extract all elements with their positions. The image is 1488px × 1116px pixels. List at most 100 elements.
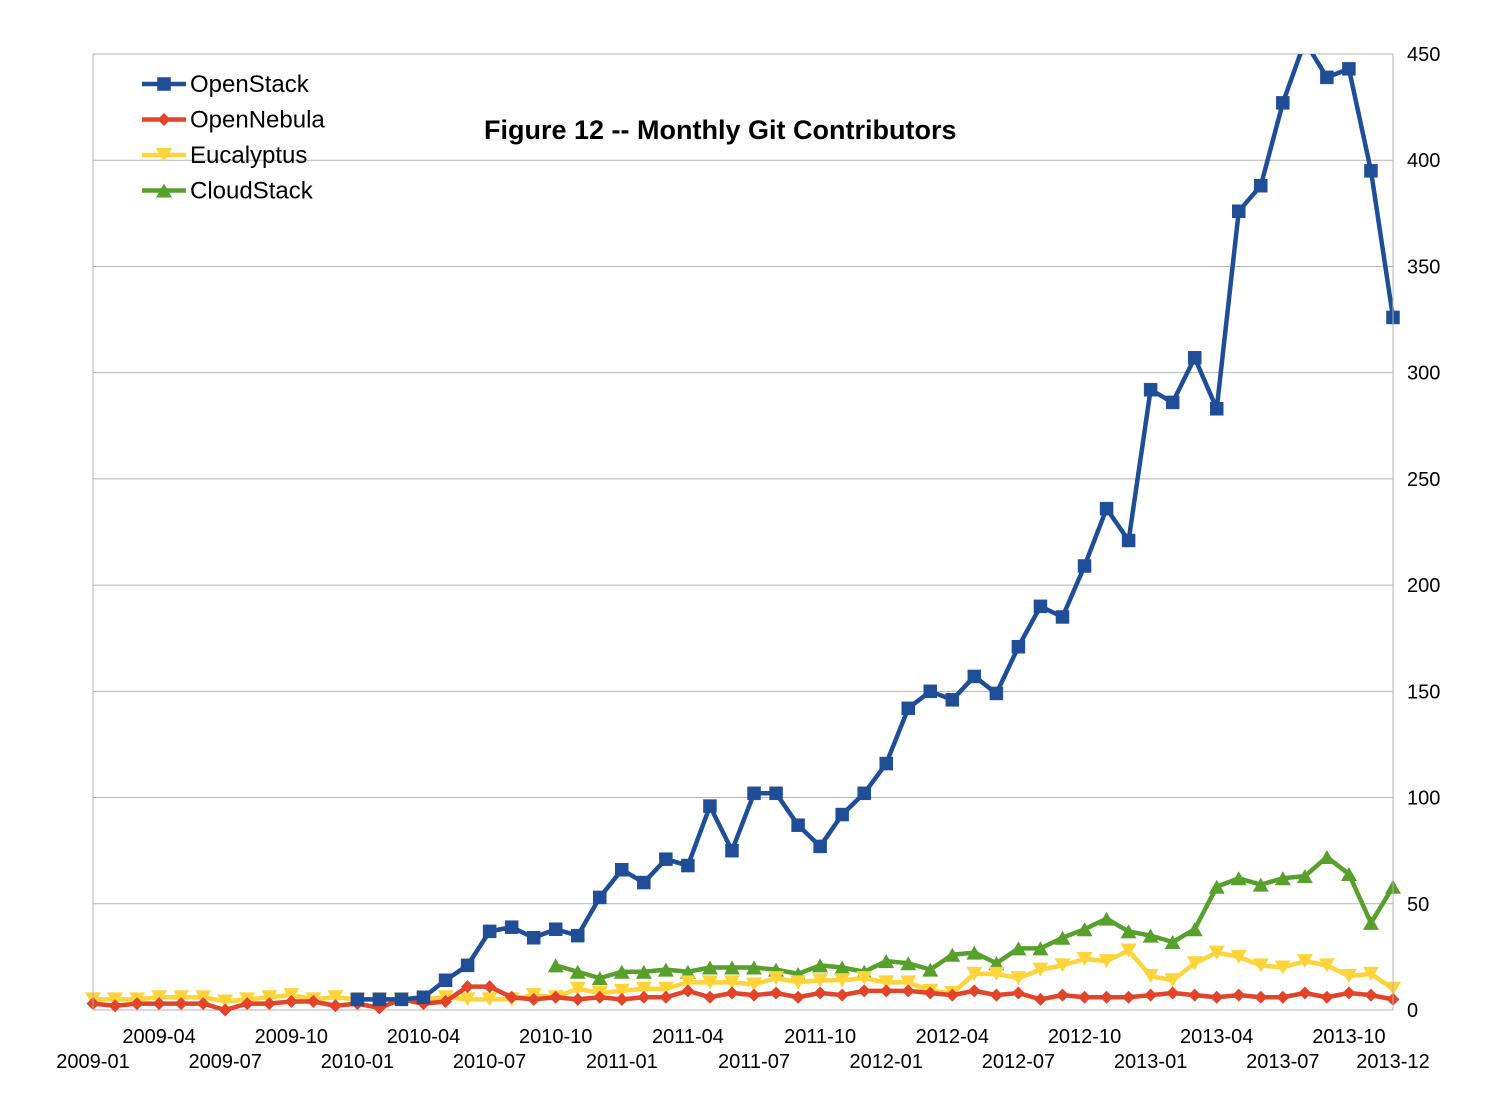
point-openstack-2011-02: [637, 876, 650, 889]
point-openstack-2013-07: [1276, 96, 1289, 109]
point-openstack-2012-01: [880, 757, 893, 770]
point-openstack-2013-05: [1232, 205, 1245, 218]
point-openstack-2010-12: [593, 891, 606, 904]
point-openstack-2012-09: [1056, 610, 1069, 623]
point-openstack-2013-04: [1210, 402, 1223, 415]
point-openstack-2012-05: [968, 670, 981, 683]
point-opennebula-2011-11: [836, 989, 849, 1002]
legend: OpenStack OpenNebula Eucalyptus CloudStack: [142, 71, 325, 205]
x-tick-label-2010-04: 2010-04: [387, 1026, 460, 1048]
point-opennebula-2011-04: [681, 984, 694, 997]
point-opennebula-2012-06: [990, 989, 1003, 1002]
point-opennebula-2011-10: [814, 987, 827, 1000]
point-opennebula-2013-10: [1342, 987, 1355, 1000]
series-openstack: [351, 35, 1400, 1006]
x-tick-label-2012-01: 2012-01: [850, 1051, 923, 1073]
point-opennebula-2011-08: [770, 987, 783, 1000]
point-openstack-2011-04: [681, 859, 694, 872]
point-opennebula-2010-11: [571, 993, 584, 1006]
point-openstack-2011-12: [858, 787, 871, 800]
point-opennebula-2012-08: [1034, 993, 1047, 1006]
point-openstack-2012-03: [924, 685, 937, 698]
point-opennebula-2013-06: [1254, 991, 1267, 1004]
point-opennebula-2013-08: [1298, 987, 1311, 1000]
series-line-openstack: [357, 41, 1393, 999]
point-opennebula-2012-07: [1012, 987, 1025, 1000]
point-openstack-2011-09: [792, 819, 805, 832]
point-cloudstack-2013-03: [1187, 922, 1203, 936]
point-openstack-2012-07: [1012, 640, 1025, 653]
point-opennebula-2013-04: [1210, 991, 1223, 1004]
x-tick-label-2011-10: 2011-10: [784, 1026, 856, 1048]
point-opennebula-2013-02: [1166, 987, 1179, 1000]
x-tick-label-2009-10: 2009-10: [255, 1026, 328, 1048]
x-tick-label-2012-07: 2012-07: [982, 1051, 1055, 1073]
legend-label-cloudstack: CloudStack: [190, 178, 314, 205]
point-opennebula-2012-12: [1122, 991, 1135, 1004]
y-tick-label-250: 250: [1407, 469, 1440, 491]
point-openstack-2012-11: [1100, 502, 1113, 515]
point-openstack-2011-06: [725, 844, 738, 857]
point-openstack-2011-10: [814, 840, 827, 853]
point-openstack-2010-05: [439, 974, 452, 987]
point-openstack-2011-05: [703, 800, 716, 813]
legend-item-openstack: OpenStack: [142, 71, 310, 98]
point-openstack-2010-10: [549, 923, 562, 936]
x-tick-label-2013-10: 2013-10: [1312, 1026, 1385, 1048]
x-tick-label-2013-04: 2013-04: [1180, 1026, 1253, 1048]
point-openstack-2010-01: [351, 993, 364, 1006]
x-tick-label-2013-12: 2013-12: [1356, 1051, 1429, 1073]
point-openstack-2013-09: [1320, 71, 1333, 84]
point-opennebula-2011-03: [659, 991, 672, 1004]
y-tick-label-50: 50: [1407, 894, 1429, 916]
point-openstack-2012-02: [902, 702, 915, 715]
point-opennebula-2009-07: [219, 1004, 232, 1017]
point-openstack-2010-09: [527, 931, 540, 944]
series-eucalyptus: [85, 944, 1401, 1009]
y-tick-label-400: 400: [1407, 150, 1440, 172]
point-opennebula-2011-09: [792, 991, 805, 1004]
point-openstack-2013-03: [1188, 351, 1201, 364]
point-openstack-2010-02: [373, 993, 386, 1006]
x-tick-label-2011-07: 2011-07: [718, 1051, 790, 1073]
x-tick-label-2013-01: 2013-01: [1114, 1051, 1187, 1073]
point-openstack-2010-06: [461, 959, 474, 972]
point-cloudstack-2013-09: [1319, 850, 1335, 864]
x-tick-label-2012-10: 2012-10: [1048, 1026, 1121, 1048]
y-tick-label-450: 450: [1407, 44, 1440, 66]
line-chart: 0501001502002503003504004502009-04 2009-1…: [0, 0, 1488, 1116]
point-openstack-2010-08: [505, 921, 518, 934]
point-openstack-2010-07: [483, 925, 496, 938]
x-tick-label-2012-04: 2012-04: [916, 1026, 989, 1048]
y-tick-label-350: 350: [1407, 256, 1440, 278]
point-opennebula-2011-05: [703, 991, 716, 1004]
point-opennebula-2012-11: [1100, 991, 1113, 1004]
point-opennebula-2011-02: [637, 991, 650, 1004]
point-openstack-2011-03: [659, 853, 672, 866]
point-openstack-2011-11: [836, 808, 849, 821]
y-tick-label-0: 0: [1407, 1000, 1418, 1022]
y-tick-label-150: 150: [1407, 681, 1440, 703]
legend-item-opennebula: OpenNebula: [142, 107, 325, 134]
legend-label-eucalyptus: Eucalyptus: [190, 142, 307, 169]
point-opennebula-2011-07: [748, 989, 761, 1002]
point-openstack-2013-11: [1364, 164, 1377, 177]
point-opennebula-2012-05: [968, 984, 981, 997]
y-tick-label-200: 200: [1407, 575, 1440, 597]
point-opennebula-2011-01: [615, 993, 628, 1006]
point-opennebula-2012-09: [1056, 989, 1069, 1002]
legend-item-cloudstack: CloudStack: [142, 178, 314, 205]
point-openstack-2013-10: [1342, 62, 1355, 75]
point-opennebula-2012-10: [1078, 991, 1091, 1004]
point-opennebula-2013-07: [1276, 991, 1289, 1004]
x-tick-label-2011-01: 2011-01: [586, 1051, 658, 1073]
point-opennebula-2013-03: [1188, 989, 1201, 1002]
x-tick-label-2011-04: 2011-04: [652, 1026, 724, 1048]
point-openstack-2012-12: [1122, 534, 1135, 547]
legend-label-openstack: OpenStack: [190, 71, 310, 98]
point-openstack-2013-02: [1166, 396, 1179, 409]
point-opennebula-2012-01: [880, 984, 893, 997]
x-tick-label-2010-10: 2010-10: [519, 1026, 592, 1048]
x-tick-label-2013-07: 2013-07: [1246, 1051, 1319, 1073]
point-opennebula-2013-01: [1144, 989, 1157, 1002]
